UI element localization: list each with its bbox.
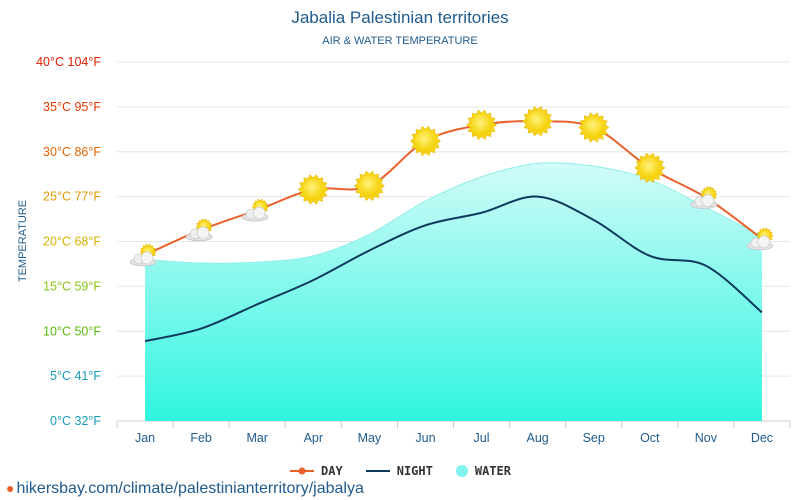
sun-icon [297, 174, 329, 205]
legend-night-swatch [365, 470, 390, 472]
day-weather-icons [129, 106, 774, 267]
x-tick-label: Sep [583, 431, 605, 445]
legend: DAY NIGHT WATER [0, 464, 800, 478]
sun-icon [466, 109, 498, 140]
partly-cloudy-icon [129, 243, 157, 267]
x-tick-label: Nov [695, 431, 718, 445]
y-tick-label: 5°C 41°F [50, 369, 101, 383]
temperature-chart: 0°C 32°F 5°C 41°F 10°C 50°F 15°C 59°F 20°C 6… [17, 55, 791, 445]
partly-cloudy-icon [185, 218, 213, 242]
partly-cloudy-icon [746, 227, 774, 251]
x-tick-label: Mar [246, 431, 268, 445]
source-link[interactable]: ● hikersbay.com/climate/palestinianterrit… [6, 480, 364, 498]
y-tick-label: 25°C 77°F [43, 190, 101, 204]
x-tick-label: Dec [751, 431, 773, 445]
y-tick-label: 0°C 32°F [50, 414, 101, 428]
y-tick-label: 40°C 104°F [36, 55, 101, 69]
x-tick-label: Apr [304, 431, 323, 445]
legend-label-night: NIGHT [396, 464, 433, 478]
sun-icon [353, 170, 385, 201]
x-tick-label: Jul [474, 431, 490, 445]
x-tick-label: Jun [415, 431, 435, 445]
water-area [145, 162, 763, 422]
y-tick-label: 20°C 68°F [43, 235, 101, 249]
sun-icon [578, 112, 610, 143]
location-pin-icon: ● [6, 480, 15, 496]
chart-title: Jabalia Palestinian territories [291, 8, 509, 27]
x-tick-label: Jan [135, 431, 155, 445]
legend-label-day: DAY [321, 464, 343, 478]
y-axis-title: TEMPERATURE [17, 200, 29, 282]
y-tick-label: 10°C 50°F [43, 324, 101, 338]
x-tick-label: Feb [190, 431, 212, 445]
legend-day-swatch [290, 467, 315, 475]
x-tick-label: Oct [640, 431, 660, 445]
y-tick-label: 35°C 95°F [43, 100, 101, 114]
y-tick-label: 15°C 59°F [43, 279, 101, 293]
legend-water-swatch [455, 465, 468, 477]
x-tick-label: May [358, 431, 382, 445]
sun-icon [409, 125, 441, 157]
partly-cloudy-icon [690, 186, 718, 209]
x-tick-label: Aug [527, 431, 549, 445]
axis-labels: 0°C 32°F 5°C 41°F 10°C 50°F 15°C 59°F 20°C 6… [17, 55, 773, 445]
legend-item-night: NIGHT [365, 464, 433, 478]
chart-subtitle: AIR & WATER TEMPERATURE [322, 35, 478, 47]
source-url: hikersbay.com/climate/palestinianterrito… [16, 480, 364, 497]
legend-item-day: DAY [289, 464, 343, 478]
water-area-fill [145, 162, 762, 422]
y-tick-label: 30°C 86°F [43, 145, 101, 159]
legend-label-water: WATER [474, 464, 511, 478]
sun-icon [634, 152, 666, 184]
night-line [144, 195, 763, 343]
partly-cloudy-icon [241, 198, 269, 222]
sun-icon [522, 106, 554, 137]
legend-item-water: WATER [455, 464, 511, 478]
